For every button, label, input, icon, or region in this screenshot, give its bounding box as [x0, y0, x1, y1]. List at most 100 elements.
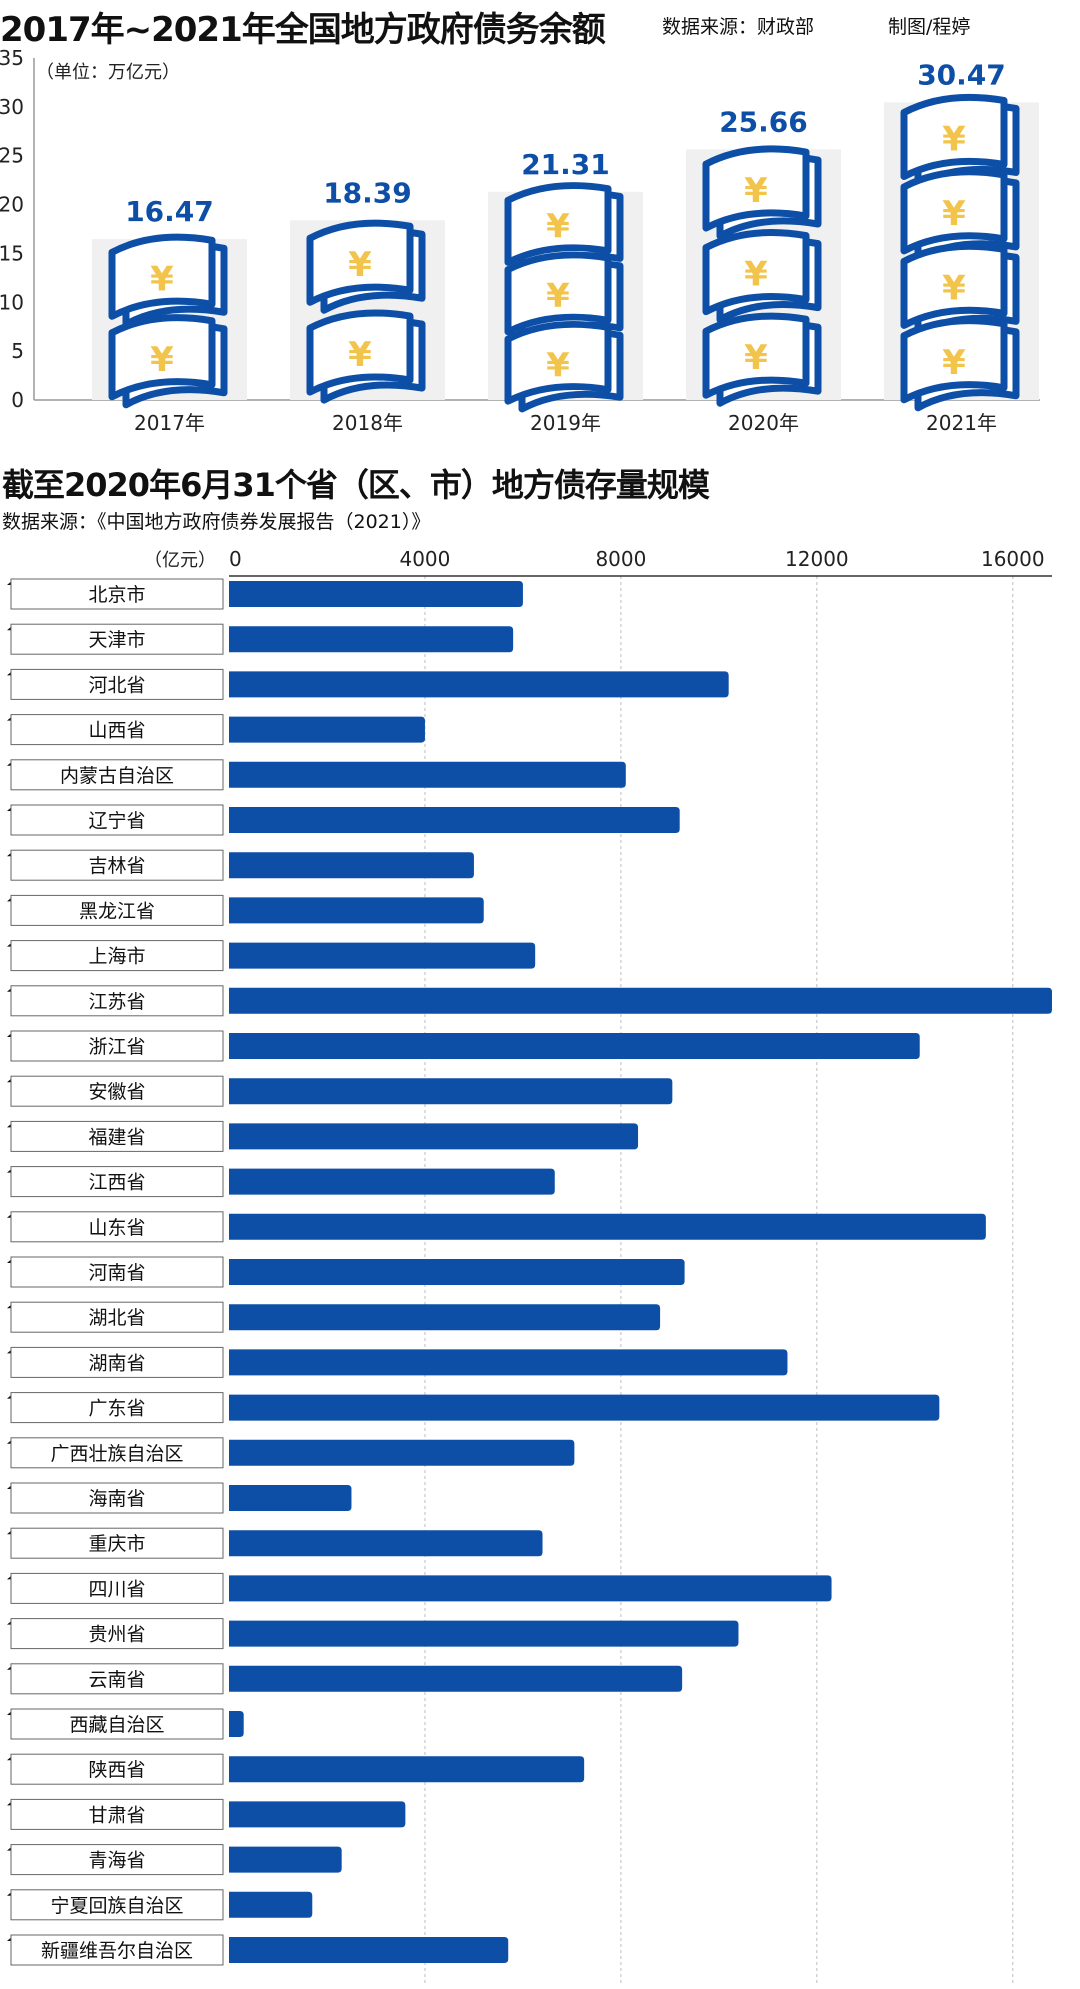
- category-label-box: [10, 1527, 224, 1559]
- category-label: 山西省: [88, 720, 145, 742]
- bar: [229, 1078, 673, 1105]
- yen-banknote-icon: [112, 237, 224, 324]
- bar: [229, 626, 514, 653]
- bar-row: 宁夏回族自治区: [7, 1889, 313, 1921]
- bar-2017年: 16.47: [92, 195, 247, 405]
- bar: [229, 1937, 509, 1963]
- category-label-box: [10, 1256, 224, 1288]
- bar: [229, 1439, 575, 1466]
- bar: [229, 1394, 940, 1421]
- data-label: 25.66: [719, 105, 808, 138]
- x-tick-label: 2021年: [926, 411, 997, 435]
- bar: [229, 1123, 639, 1150]
- bar-row: 广东省: [7, 1392, 940, 1424]
- bar-row: 陕西省: [7, 1753, 585, 1785]
- category-label-box: [10, 578, 224, 610]
- y-tick-label: 30: [0, 95, 24, 119]
- category-label-box: [10, 894, 224, 926]
- bar-row: 辽宁省: [7, 804, 680, 836]
- bar-row: 湖南省: [7, 1346, 788, 1378]
- category-label-box: [10, 804, 224, 836]
- y-tick-label: 0: [11, 388, 24, 412]
- yen-banknote-icon: [706, 233, 818, 320]
- category-label: 湖南省: [88, 1352, 145, 1374]
- category-label: 河北省: [88, 674, 145, 696]
- bar-row: 福建省: [7, 1120, 639, 1152]
- y-tick-label: 20: [0, 193, 24, 217]
- bar-row: 江苏省: [7, 985, 1052, 1017]
- data-label: 18.39: [323, 176, 412, 209]
- chart1-source: 数据来源：财政部: [662, 16, 815, 38]
- category-label: 青海省: [88, 1850, 145, 1872]
- bar-row: 甘肃省: [7, 1798, 406, 1830]
- unit-label: （单位：万亿元）: [36, 62, 180, 83]
- bar-row: 贵州省: [7, 1618, 739, 1650]
- category-label-box: [10, 1346, 224, 1378]
- bar: [229, 1756, 585, 1783]
- category-label-box: [10, 1437, 224, 1469]
- bar-row: 四川省: [7, 1572, 832, 1604]
- category-label-box: [10, 1120, 224, 1152]
- category-label: 新疆维吾尔自治区: [41, 1940, 193, 1962]
- yen-banknote-icon: [310, 223, 422, 310]
- category-label-box: [10, 1301, 224, 1333]
- bar-row: 吉林省: [7, 849, 474, 881]
- chart2-source: 数据来源：《中国地方政府债券发展报告（2021）》: [2, 511, 431, 533]
- category-label: 甘肃省: [88, 1804, 145, 1826]
- bar: [229, 897, 484, 924]
- data-label: 16.47: [125, 195, 214, 228]
- yen-banknote-icon: [112, 318, 224, 405]
- yen-banknote-icon: [508, 324, 620, 409]
- provincial-debt-bar-chart: （亿元） 0 4000 8000 12000 16000 北京市天津市河北省山西省内蒙古…: [7, 547, 1052, 1985]
- bar-row: 北京市: [7, 578, 523, 610]
- category-label-box: [10, 759, 224, 791]
- category-label-box: [10, 1030, 224, 1062]
- bar-row: 西藏自治区: [7, 1708, 244, 1740]
- bar-row: 黑龙江省: [7, 894, 484, 926]
- category-label: 重庆市: [88, 1533, 145, 1555]
- category-label: 广西壮族自治区: [50, 1443, 183, 1465]
- bar-row: 河北省: [7, 668, 729, 700]
- y-tick-label: 10: [0, 290, 24, 314]
- bar: [229, 1620, 739, 1647]
- data-label: 30.47: [917, 58, 1006, 91]
- category-label-box: [10, 1392, 224, 1424]
- category-label-box: [10, 985, 224, 1017]
- bar-row: 湖北省: [7, 1301, 661, 1333]
- category-label: 陕西省: [88, 1759, 145, 1781]
- bar: [229, 852, 474, 879]
- bar: [229, 1259, 685, 1285]
- x-tick-label: 4000: [399, 547, 450, 571]
- category-label: 广东省: [88, 1398, 145, 1420]
- category-label: 山东省: [88, 1217, 145, 1239]
- bar: [229, 1665, 683, 1692]
- bar-2020年: 25.66: [686, 105, 841, 403]
- category-label-box: [10, 1663, 224, 1695]
- bar-row: 新疆维吾尔自治区: [7, 1934, 509, 1966]
- category-label-box: [10, 1166, 224, 1198]
- bar: [229, 1575, 832, 1602]
- y-tick-label: 35: [0, 46, 24, 70]
- bar: [229, 1168, 555, 1195]
- category-label: 安徽省: [88, 1081, 145, 1103]
- category-label: 天津市: [88, 629, 145, 651]
- category-label: 西藏自治区: [69, 1714, 164, 1736]
- chart1-title: 2017年~2021年全国地方政府债务余额: [0, 10, 606, 50]
- category-label-box: [10, 849, 224, 881]
- bar: [229, 1711, 244, 1737]
- category-label-box: [10, 1889, 224, 1921]
- bar: [229, 1349, 788, 1376]
- yen-banknote-icon: [706, 316, 818, 403]
- bar-row: 内蒙古自治区: [7, 759, 626, 791]
- category-label: 江西省: [88, 1172, 145, 1194]
- bar: [229, 1891, 313, 1918]
- category-label: 贵州省: [88, 1624, 145, 1646]
- x-tick-labels: 2017年 2018年 2019年 2020年 2021年: [134, 411, 997, 435]
- bar-row: 浙江省: [7, 1030, 920, 1062]
- category-label: 辽宁省: [88, 810, 145, 832]
- bar: [229, 671, 729, 698]
- category-label-box: [10, 623, 224, 655]
- bar-row: 广西壮族自治区: [7, 1437, 575, 1469]
- category-label: 海南省: [88, 1488, 145, 1510]
